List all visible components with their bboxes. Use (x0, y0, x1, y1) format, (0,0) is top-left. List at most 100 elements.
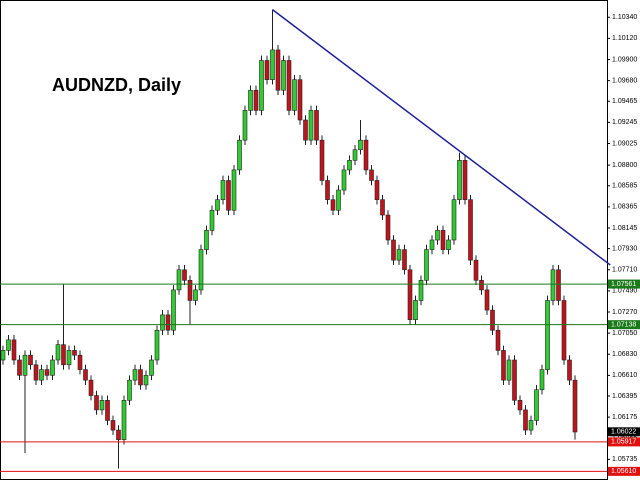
candle-body-up (204, 230, 209, 250)
candle-body-down (495, 329, 501, 351)
candle-body-down (138, 369, 143, 386)
y-tick-label: 1.07710 (612, 267, 637, 274)
candle-body-up (55, 344, 61, 361)
candle-body-down (407, 269, 413, 320)
candle-body-down (303, 119, 308, 141)
level-label: 1.07138 (611, 322, 636, 329)
candle-body-down (264, 60, 270, 80)
candle-body-up (176, 269, 182, 291)
y-tick-label: 1.10120 (612, 35, 637, 42)
candle-body-up (308, 110, 314, 141)
candle-body-up (550, 269, 556, 301)
y-tick-label: 1.07490 (612, 288, 637, 295)
candle-body-up (270, 49, 275, 80)
candle-body-down (561, 300, 567, 361)
level-label-bg (608, 437, 640, 447)
last-price-label: 1.06022 (611, 429, 636, 436)
y-tick-label: 1.08585 (612, 183, 637, 190)
level-label: 1.05917 (611, 439, 636, 446)
candle-body-down (61, 344, 66, 366)
candle-body-down (94, 395, 99, 411)
candle-body-up (539, 369, 545, 391)
candle-body-down (523, 409, 528, 431)
candle-body-down (286, 60, 292, 111)
candle-body-up (6, 339, 11, 351)
candle-body-up (341, 169, 347, 191)
level-label-bg (608, 320, 640, 330)
candle-body-up (220, 180, 226, 200)
candle-body-down (440, 230, 446, 250)
candle-body-down (462, 160, 468, 200)
candle-body-down (369, 169, 374, 181)
candle-body-up (160, 314, 165, 331)
y-tick-label: 1.08800 (612, 162, 637, 169)
candle-body-up (451, 199, 457, 241)
y-tick-label: 1.09900 (612, 56, 637, 63)
candle-body-down (28, 354, 33, 366)
candle-body-down (72, 350, 77, 356)
candle-body-down (402, 249, 407, 271)
candle-body-down (385, 214, 391, 241)
candle-body-down (374, 180, 380, 200)
level-label: 1.07561 (611, 281, 636, 288)
candle-body-up (143, 375, 149, 386)
candle-body-up (50, 359, 55, 376)
y-tick-label: 1.06610 (612, 372, 637, 379)
y-tick-label: 1.09245 (612, 119, 637, 126)
candle-body-down (275, 49, 281, 91)
candle-body-down (363, 139, 369, 171)
candle-body-up (429, 239, 435, 250)
trendline (272, 9, 611, 266)
y-tick-label: 1.07930 (612, 245, 637, 252)
y-tick-label: 1.09465 (612, 98, 637, 105)
candle-body-up (347, 160, 352, 171)
candle-body-up (413, 300, 418, 320)
candle-body-up (193, 289, 198, 301)
candle-body-up (149, 359, 154, 376)
candle-body-down (182, 269, 187, 281)
candle-body-up (209, 209, 215, 231)
candle-body-down (319, 139, 325, 181)
candle-body-down (572, 379, 578, 433)
candle-body-up (506, 359, 512, 381)
candle-body-up (418, 280, 424, 301)
y-tick-label: 1.09025 (612, 140, 637, 147)
level-label-bg (608, 466, 640, 476)
candle-body-up (154, 329, 160, 361)
candle-body-down (297, 79, 303, 121)
candle-body-down (473, 259, 479, 281)
candle-body-down (33, 364, 39, 381)
candle-body-down (187, 280, 193, 301)
candle-body-down (479, 280, 484, 291)
candle-body-down (77, 354, 83, 370)
candle-body-up (121, 400, 127, 440)
candle-body-up (457, 160, 462, 200)
candle-body-up (336, 189, 341, 211)
candle-body-down (468, 199, 473, 261)
candle-body-down (165, 314, 171, 331)
candle-body-up (66, 350, 72, 366)
candle-body-down (391, 239, 396, 261)
candle-body-up (231, 169, 237, 211)
y-tick-label: 1.06830 (612, 351, 637, 358)
candle-body-up (358, 139, 363, 151)
y-tick-label: 1.07270 (612, 309, 637, 316)
level-label-bg (608, 279, 640, 289)
candle-body-down (380, 199, 385, 216)
candle-body-down (517, 400, 523, 411)
candle-body-up (396, 249, 402, 261)
candle-body-down (501, 350, 506, 381)
candle-body-down (44, 369, 50, 376)
candle-body-up (292, 79, 297, 111)
candle-body-up (424, 249, 429, 281)
candle-body-down (512, 359, 517, 401)
candle-body-up (352, 149, 358, 161)
last-price-bg (608, 427, 640, 437)
candle-body-down (556, 269, 561, 301)
candle-body-up (545, 300, 550, 370)
candle-body-down (567, 359, 572, 381)
candle-body-up (171, 289, 176, 331)
y-tick-label: 1.05735 (612, 456, 637, 463)
candle-body-down (253, 89, 259, 111)
